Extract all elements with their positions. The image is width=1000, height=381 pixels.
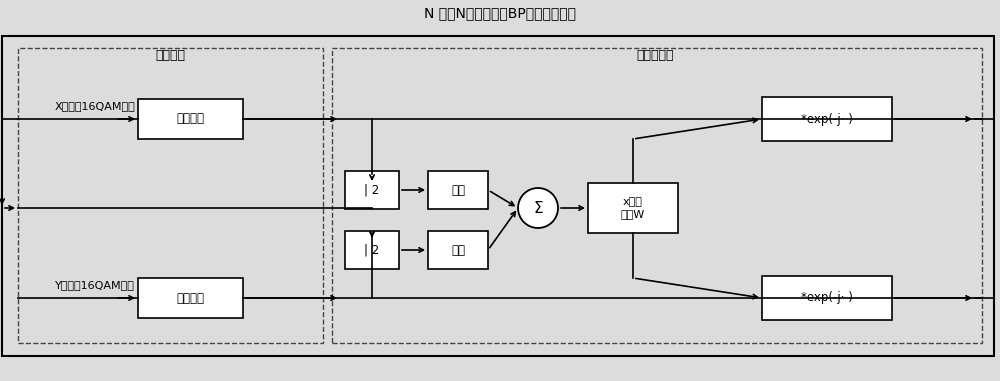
Circle shape — [518, 188, 558, 228]
Text: | 2: | 2 — [364, 243, 380, 256]
Bar — [138, 99, 243, 139]
Bar — [2, 36, 994, 356]
Text: *exp(-j· ): *exp(-j· ) — [801, 291, 853, 304]
Text: X偏振态16QAM信号: X偏振态16QAM信号 — [55, 101, 135, 111]
Text: N 次（N远小于传统BP的循环要求）: N 次（N远小于传统BP的循环要求） — [424, 6, 576, 20]
Bar — [588, 183, 678, 233]
Text: 加权: 加权 — [451, 184, 465, 197]
Text: 色散补偿: 色散补偿 — [177, 112, 205, 125]
Text: Σ: Σ — [533, 200, 543, 216]
Text: x调整
因子W: x调整 因子W — [621, 197, 645, 219]
Bar — [428, 231, 488, 269]
Text: 加权: 加权 — [451, 243, 465, 256]
Text: | 2: | 2 — [364, 184, 380, 197]
Bar — [762, 97, 892, 141]
Bar — [428, 171, 488, 209]
Text: 非线性补偿: 非线性补偿 — [636, 48, 674, 61]
Text: Y偏振态16QAM信号: Y偏振态16QAM信号 — [55, 280, 135, 290]
Bar — [762, 276, 892, 320]
Bar — [18, 48, 323, 343]
Text: 色散补偿: 色散补偿 — [177, 291, 205, 304]
Bar — [138, 278, 243, 318]
Text: 色散补偿: 色散补偿 — [155, 48, 185, 61]
Bar — [332, 48, 982, 343]
Bar — [345, 231, 399, 269]
Bar — [345, 171, 399, 209]
Text: *exp(-j· ): *exp(-j· ) — [801, 112, 853, 125]
